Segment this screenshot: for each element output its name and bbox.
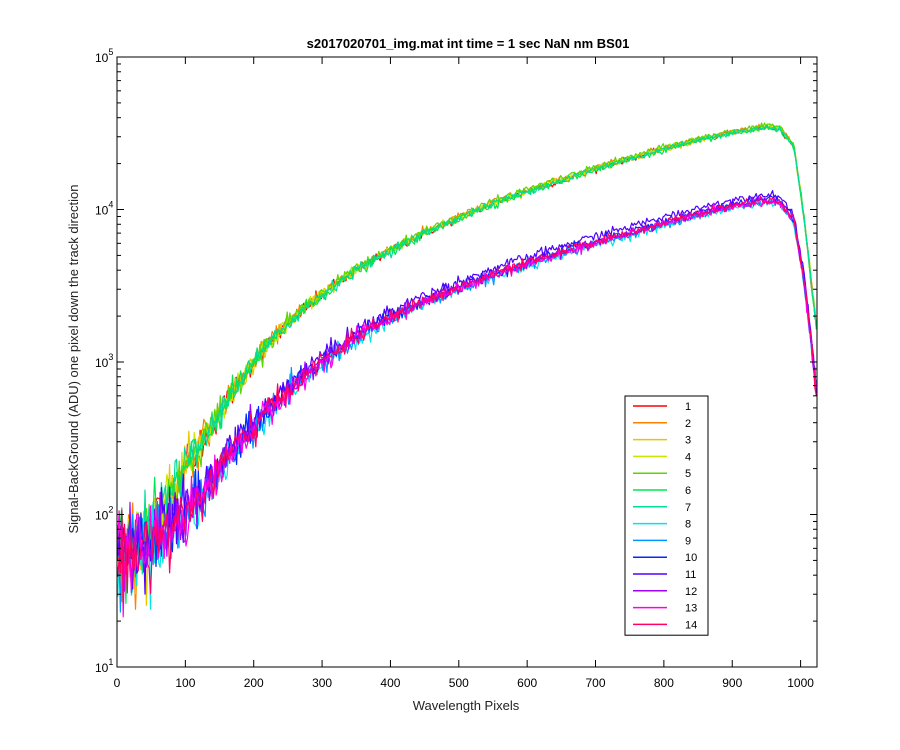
y-tick-label: 102 (95, 505, 113, 523)
legend-label: 13 (685, 603, 697, 615)
x-tick-label: 400 (380, 676, 400, 690)
legend-label: 12 (685, 586, 697, 598)
x-tick-label: 200 (244, 676, 264, 690)
legend-box (624, 395, 709, 636)
legend-label: 11 (685, 569, 696, 581)
series-line-12 (117, 196, 817, 592)
series-line-13 (117, 197, 817, 618)
x-tick-label: 700 (586, 676, 606, 690)
legend-label: 10 (685, 552, 697, 564)
series-line-7 (117, 125, 817, 578)
legend-label: 14 (685, 619, 697, 631)
legend-label: 8 (685, 519, 691, 531)
x-tick-label: 100 (175, 676, 195, 690)
x-axis: 0 100 200 300 400 500 600 700 800 900 1000 (114, 57, 814, 690)
y-tick-label: 105 (95, 47, 113, 65)
legend-label: 5 (685, 468, 691, 480)
x-tick-label: 900 (722, 676, 742, 690)
x-tick-label: 0 (114, 676, 121, 690)
legend-label: 4 (685, 451, 691, 463)
series-line-5 (117, 122, 817, 603)
y-tick-label: 103 (95, 352, 113, 370)
legend-label: 1 (685, 401, 691, 413)
series-line-1 (117, 124, 817, 590)
chart-title: s2017020701_img.mat int time = 1 sec NaN… (307, 36, 630, 51)
x-tick-label: 800 (654, 676, 674, 690)
x-tick-label: 600 (517, 676, 537, 690)
legend-label: 6 (685, 485, 691, 497)
series-line-4 (117, 124, 817, 566)
legend-label: 7 (685, 502, 691, 514)
x-tick-label: 300 (312, 676, 332, 690)
series-line-3 (117, 126, 817, 606)
y-tick-label: 104 (95, 200, 113, 218)
y-axis-label: Signal-BackGround (ADU) one pixel down t… (66, 184, 81, 533)
series-line-14 (117, 195, 817, 605)
x-axis-label: Wavelength Pixels (413, 698, 520, 713)
x-tick-label: 1000 (787, 676, 814, 690)
x-tick-label: 500 (449, 676, 469, 690)
series-line-11 (117, 190, 817, 595)
series-line-10 (117, 195, 817, 568)
plot-area (116, 56, 818, 668)
legend-label: 9 (685, 535, 691, 547)
series-layer (117, 122, 817, 618)
series-line-6 (117, 125, 817, 604)
series-line-2 (117, 123, 817, 610)
legend-label: 3 (685, 435, 691, 447)
legend-label: 2 (685, 418, 691, 430)
y-tick-label: 101 (95, 657, 113, 675)
